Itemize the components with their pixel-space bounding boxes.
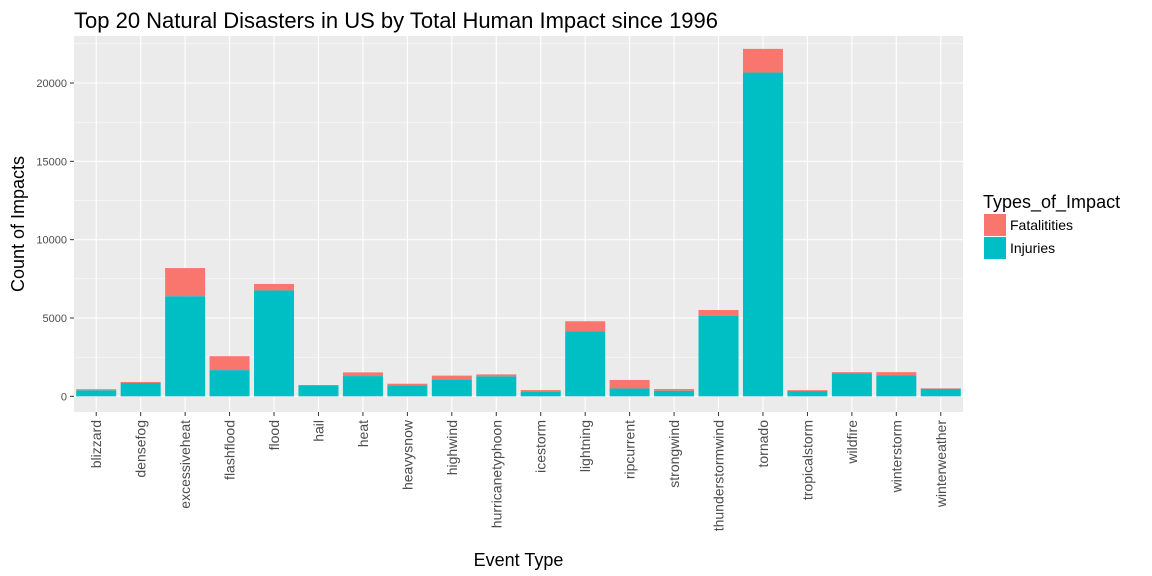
- x-tick-label-flashflood: flashflood: [222, 420, 238, 480]
- x-tick-label-lightning: lightning: [577, 420, 593, 472]
- legend-label-injuries: Injuries: [1010, 240, 1055, 256]
- legend-key-fatalitities: [984, 214, 1006, 236]
- bar-icestorm-injuries: [520, 391, 561, 397]
- y-tick-label: 15000: [36, 156, 67, 168]
- bar-hail-injuries: [298, 385, 339, 397]
- plot-panel: [74, 36, 963, 412]
- bar-densefog-fatalitities: [120, 381, 161, 383]
- bar-lightning-injuries: [565, 331, 606, 397]
- bar-tornado-injuries: [742, 72, 783, 397]
- bar-heat-fatalitities: [342, 372, 383, 377]
- bar-tropicalstorm-injuries: [787, 391, 828, 397]
- y-tick-label: 0: [61, 391, 67, 403]
- bar-densefog-injuries: [120, 382, 161, 397]
- x-tick-label-winterweather: winterweather: [933, 420, 949, 508]
- x-tick-label-icestorm: icestorm: [533, 420, 549, 473]
- bar-tropicalstorm-fatalitities: [787, 390, 828, 392]
- grid-lines: [74, 36, 963, 412]
- x-tick-label-hail: hail: [310, 420, 326, 442]
- bar-strongwind-injuries: [654, 390, 695, 397]
- bar-blizzard-fatalitities: [76, 389, 117, 391]
- x-tick-label-flood: flood: [266, 420, 282, 450]
- bar-excessiveheat-fatalitities: [165, 268, 206, 297]
- bar-hurricanetyphoon-fatalitities: [476, 374, 517, 377]
- bar-hurricanetyphoon-injuries: [476, 376, 517, 397]
- x-tick-label-thunderstormwind: thunderstormwind: [711, 420, 727, 531]
- bar-tornado-fatalitities: [742, 48, 783, 73]
- bar-thunderstormwind-injuries: [698, 315, 739, 397]
- bar-heavysnow-injuries: [387, 385, 428, 397]
- bar-thunderstormwind-fatalitities: [698, 310, 739, 316]
- bar-excessiveheat-injuries: [165, 296, 206, 397]
- y-tick-label: 10000: [36, 235, 67, 247]
- bar-heat-injuries: [342, 376, 383, 397]
- legend-label-fatalitities: Fatalitities: [1010, 217, 1073, 233]
- y-tick-label: 20000: [36, 78, 67, 90]
- bar-winterstorm-injuries: [876, 375, 917, 397]
- y-axis-title: Count of Impacts: [8, 156, 28, 292]
- x-tick-label-winterstorm: winterstorm: [888, 420, 904, 493]
- x-tick-label-heavysnow: heavysnow: [399, 419, 415, 490]
- bar-flood-injuries: [254, 290, 295, 397]
- bar-flashflood-fatalitities: [209, 356, 250, 371]
- bar-winterweather-injuries: [920, 388, 961, 397]
- bar-ripcurrent-injuries: [609, 388, 650, 397]
- bar-highwind-injuries: [431, 379, 472, 397]
- bar-flashflood-injuries: [209, 370, 250, 397]
- legend-title: Types_of_Impact: [983, 192, 1120, 213]
- bar-strongwind-fatalitities: [654, 389, 695, 391]
- y-axis: 0 5000 10000 15000 20000: [36, 78, 74, 403]
- bar-icestorm-fatalitities: [520, 390, 561, 392]
- bar-lightning-fatalitities: [565, 321, 606, 332]
- bar-heavysnow-fatalitities: [387, 383, 428, 386]
- x-axis: blizzard densefog excessiveheat flashflood f…: [88, 412, 949, 531]
- x-tick-label-ripcurrent: ripcurrent: [622, 420, 638, 479]
- x-tick-label-blizzard: blizzard: [88, 420, 104, 468]
- x-tick-label-wildfire: wildfire: [844, 420, 860, 465]
- x-tick-label-strongwind: strongwind: [666, 420, 682, 488]
- bar-wildfire-fatalitities: [831, 372, 872, 374]
- bars: [76, 48, 961, 397]
- x-tick-label-hurricanetyphoon: hurricanetyphoon: [488, 420, 504, 528]
- x-axis-title: Event Type: [474, 550, 564, 570]
- x-tick-label-excessiveheat: excessiveheat: [177, 420, 193, 509]
- x-tick-label-densefog: densefog: [133, 420, 149, 478]
- chart-title: Top 20 Natural Disasters in US by Total …: [74, 8, 718, 33]
- x-tick-label-tornado: tornado: [755, 420, 771, 468]
- legend-key-injuries: [984, 237, 1006, 259]
- y-tick-label: 5000: [43, 313, 67, 325]
- bar-ripcurrent-fatalitities: [609, 379, 650, 389]
- legend: Types_of_Impact Fatalitities Injuries: [983, 192, 1120, 259]
- bar-winterstorm-fatalitities: [876, 372, 917, 376]
- x-tick-label-tropicalstorm: tropicalstorm: [799, 420, 815, 500]
- bar-blizzard-injuries: [76, 390, 117, 397]
- bar-wildfire-injuries: [831, 373, 872, 397]
- x-tick-label-highwind: highwind: [444, 420, 460, 475]
- bar-highwind-fatalitities: [431, 375, 472, 380]
- bar-flood-fatalitities: [254, 283, 295, 291]
- bar-winterweather-fatalitities: [920, 388, 961, 389]
- x-tick-label-heat: heat: [355, 420, 371, 447]
